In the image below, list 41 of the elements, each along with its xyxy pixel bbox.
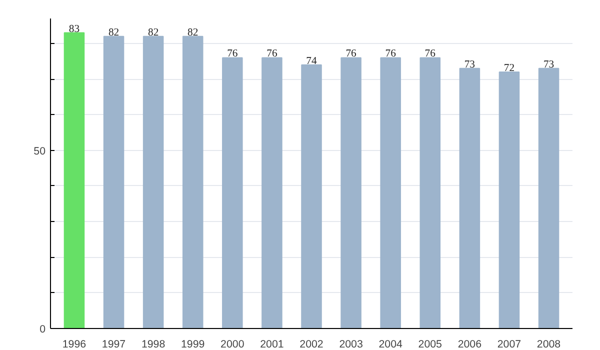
data-label: 76: [346, 48, 358, 60]
bar: [498, 71, 520, 328]
data-label: 82: [188, 27, 198, 38]
data-label: 76: [424, 48, 436, 60]
bar: [103, 36, 124, 328]
data-label: 72: [504, 62, 515, 74]
data-label: 82: [108, 27, 120, 38]
bar: [538, 68, 560, 328]
data-label: 76: [385, 48, 397, 60]
data-label: 73: [464, 59, 476, 70]
bar: [340, 57, 362, 328]
bar: [301, 64, 322, 328]
data-label: 82: [148, 27, 159, 38]
bar: [262, 57, 282, 328]
x-tick-label: 2007: [497, 338, 522, 350]
y-tick-label: 0: [40, 324, 46, 336]
x-tick-label: 2002: [300, 338, 324, 350]
data-label: 76: [266, 48, 278, 60]
x-tick-label: 2005: [418, 338, 442, 350]
x-tick-label: 1999: [181, 338, 205, 350]
x-tick-label: 2000: [220, 338, 244, 350]
bar: [459, 68, 480, 328]
bar: [182, 36, 204, 328]
x-tick-label: 2004: [378, 338, 403, 350]
bar: [380, 57, 401, 328]
x-tick-label: 2003: [339, 338, 363, 350]
x-tick-label: 2006: [458, 338, 482, 350]
x-tick-label: 1997: [102, 338, 126, 350]
data-label: 76: [227, 48, 238, 60]
x-tick-label: 2001: [260, 338, 284, 350]
data-label: 83: [68, 24, 80, 35]
bar: [222, 57, 243, 328]
x-tick-label: 2008: [536, 338, 561, 350]
data-label: 74: [306, 56, 318, 67]
data-label: 73: [543, 59, 554, 70]
x-tick-label: 1996: [62, 338, 86, 350]
y-tick-label: 50: [34, 145, 46, 158]
x-tick-label: 1998: [141, 338, 166, 350]
bar: [420, 57, 441, 328]
bar: [142, 36, 164, 328]
bar: [64, 32, 85, 328]
